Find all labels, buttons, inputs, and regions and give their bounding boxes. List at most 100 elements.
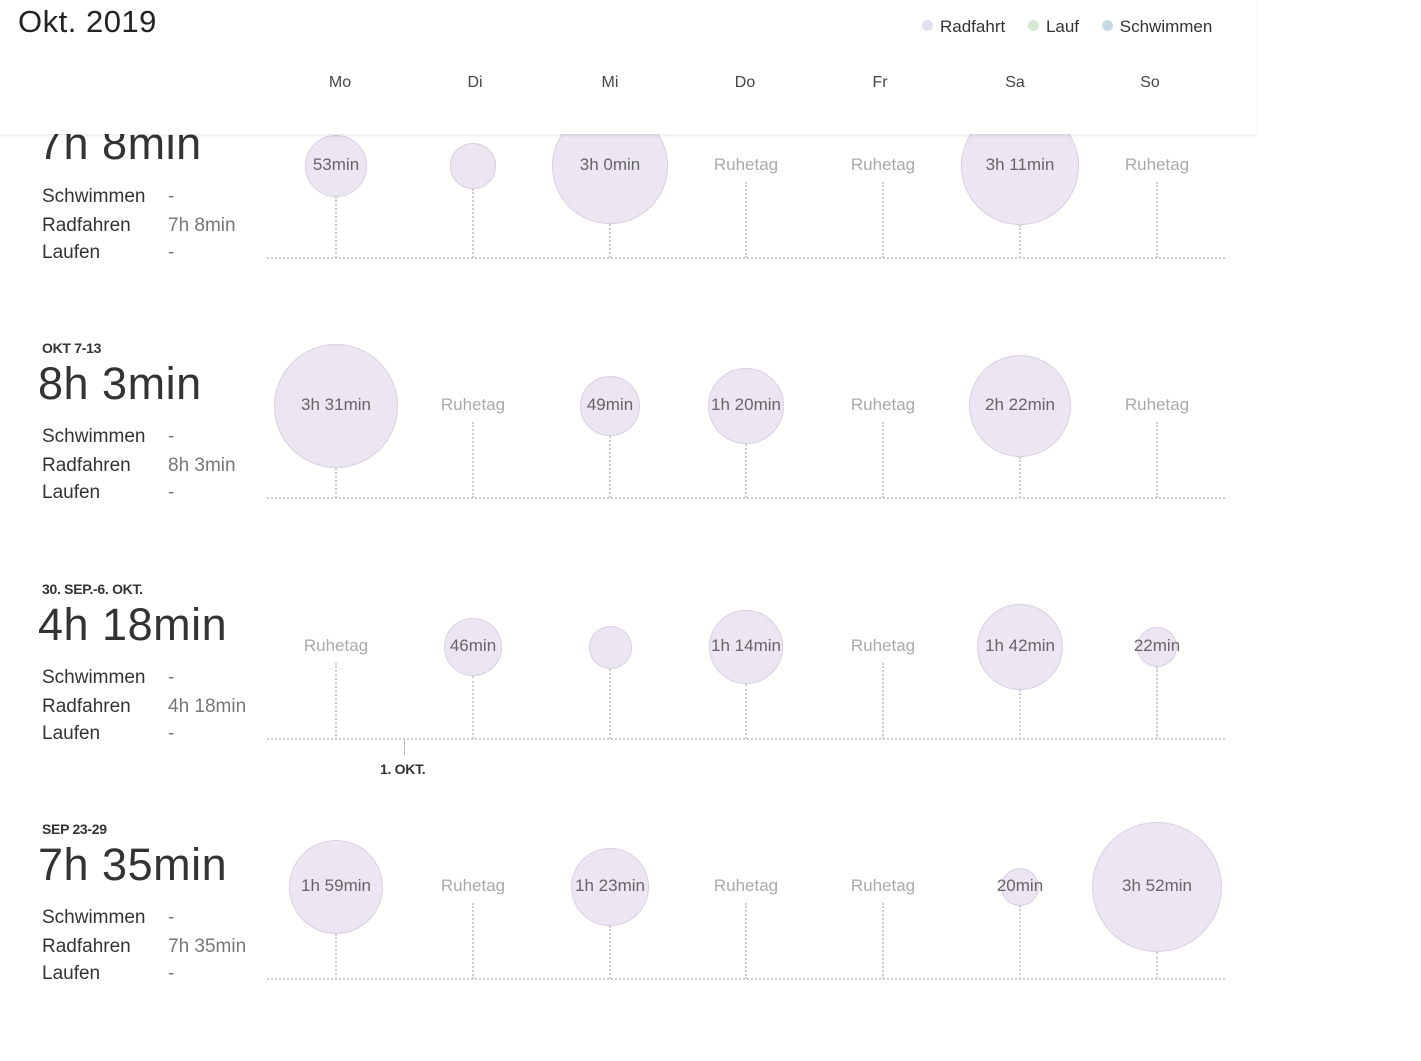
sport-label-bike: Radfahren (42, 936, 131, 957)
day-stem (609, 926, 611, 979)
week-row: 30. SEP.-6. OKT. 4h 18min Schwimmen - Radfah… (0, 581, 1421, 821)
activity-bubble[interactable] (443, 617, 503, 677)
day-stem (609, 668, 611, 739)
day-header-do: Do (734, 74, 756, 91)
radfahrt-dot-icon (922, 20, 933, 31)
activity-duration-label: 49min (586, 395, 634, 414)
day-stem (882, 663, 884, 739)
activity-bubble[interactable] (968, 354, 1072, 458)
day-header-mi: Mi (601, 74, 619, 91)
legend-label: Radfahrt (940, 17, 1006, 36)
week-range-label: OKT 7-13 (42, 340, 102, 356)
week-axis-line (267, 257, 1225, 259)
rest-day-label: Ruhetag (440, 876, 506, 895)
activity-bubble[interactable] (976, 603, 1064, 691)
day-stem (745, 903, 747, 979)
activity-duration-label: 1h 14min (711, 636, 781, 655)
day-stem (609, 436, 611, 498)
legend-item-lauf[interactable]: Lauf (1027, 17, 1079, 37)
week-total-duration: 7h 35min (38, 839, 228, 890)
day-stem (882, 182, 884, 258)
sport-value-run: - (168, 963, 175, 984)
rest-day-label: Ruhetag (850, 155, 916, 174)
day-header-so: So (1140, 74, 1160, 91)
day-stem (882, 422, 884, 498)
day-stem (1156, 952, 1158, 979)
day-header-di: Di (467, 74, 483, 91)
activity-duration-label: 1h 23min (575, 876, 645, 895)
day-stem (882, 903, 884, 979)
sport-value-bike: 4h 18min (168, 696, 247, 717)
sport-value-swim: - (168, 186, 175, 207)
activity-bubble[interactable] (1136, 626, 1178, 668)
legend-item-radfahrt[interactable]: Radfahrt (922, 17, 1005, 37)
activity-duration-label: 1h 42min (985, 636, 1055, 655)
sport-value-run: - (168, 242, 175, 263)
sport-label-run: Laufen (42, 723, 101, 744)
day-stem (745, 683, 747, 739)
day-stem (1019, 457, 1021, 498)
week-row: SEP 23-29 7h 35min Schwimmen - Radfahren 7h 3… (0, 821, 1421, 1061)
day-stem (472, 422, 474, 498)
day-stem (1156, 667, 1158, 739)
sport-label-run: Laufen (42, 482, 101, 503)
day-stem (1019, 690, 1021, 739)
activity-duration-label: 3h 11min (985, 155, 1055, 174)
week-total-duration: 4h 18min (38, 599, 228, 650)
activity-duration-label: 1h 20min (711, 395, 781, 414)
month-marker-tick (404, 739, 405, 755)
activity-bubble[interactable] (707, 367, 785, 445)
activity-duration-label: 22min (1133, 636, 1181, 655)
day-stem (745, 444, 747, 498)
activity-bubble[interactable] (450, 143, 496, 189)
activity-bubble[interactable] (273, 343, 399, 469)
week-total-duration: 8h 3min (38, 358, 202, 409)
activity-duration-label: 20min (996, 876, 1044, 895)
day-header-fr: Fr (872, 74, 888, 91)
day-stem (335, 468, 337, 498)
week-axis-line (267, 497, 1225, 499)
legend-item-schwimmen[interactable]: Schwimmen (1101, 17, 1212, 37)
rest-day-label: Ruhetag (713, 876, 779, 895)
activity-bubble[interactable] (304, 134, 368, 198)
sport-value-swim: - (168, 426, 175, 447)
activity-duration-label: 3h 31min (301, 395, 371, 414)
day-header-mo: Mo (328, 74, 352, 91)
activity-duration-label: 3h 52min (1122, 876, 1192, 895)
sport-label-run: Laufen (42, 963, 101, 984)
day-stem (1156, 422, 1158, 498)
calendar-header: Okt. 2019 Radfahrt Lauf Schwimmen Mo Di … (0, 0, 1256, 134)
day-stem (472, 676, 474, 739)
sport-label-swim: Schwimmen (42, 426, 146, 447)
day-header-sa: Sa (1005, 74, 1025, 91)
sport-value-bike: 8h 3min (168, 455, 236, 476)
day-stem (472, 903, 474, 979)
week-row: OKT 7-13 8h 3min Schwimmen - Radfahren 8h 3mi… (0, 340, 1421, 580)
week-axis-line (267, 738, 1225, 740)
rest-day-label: Ruhetag (1124, 395, 1190, 414)
sport-label-swim: Schwimmen (42, 907, 146, 928)
rest-day-label: Ruhetag (850, 876, 916, 895)
lauf-dot-icon (1027, 20, 1039, 31)
schwimmen-dot-icon (1101, 20, 1113, 31)
month-title: Okt. 2019 (18, 4, 157, 39)
activity-bubble[interactable] (579, 375, 641, 437)
sport-label-swim: Schwimmen (42, 667, 146, 688)
day-stem (745, 182, 747, 258)
activity-bubble[interactable] (709, 610, 783, 684)
activity-bubble[interactable] (588, 625, 632, 669)
rest-day-label: Ruhetag (713, 155, 779, 174)
sport-label-bike: Radfahren (42, 455, 131, 476)
legend: Radfahrt Lauf Schwimmen (922, 17, 1230, 37)
day-stem (335, 663, 337, 739)
activity-duration-label: 1h 59min (301, 876, 371, 895)
sport-label-swim: Schwimmen (42, 186, 146, 207)
week-range-label: 30. SEP.-6. OKT. (42, 581, 143, 597)
day-stem (609, 223, 611, 258)
day-stem (1019, 225, 1021, 258)
sport-label-bike: Radfahren (42, 696, 131, 717)
sport-value-run: - (168, 723, 175, 744)
day-stem (472, 188, 474, 258)
